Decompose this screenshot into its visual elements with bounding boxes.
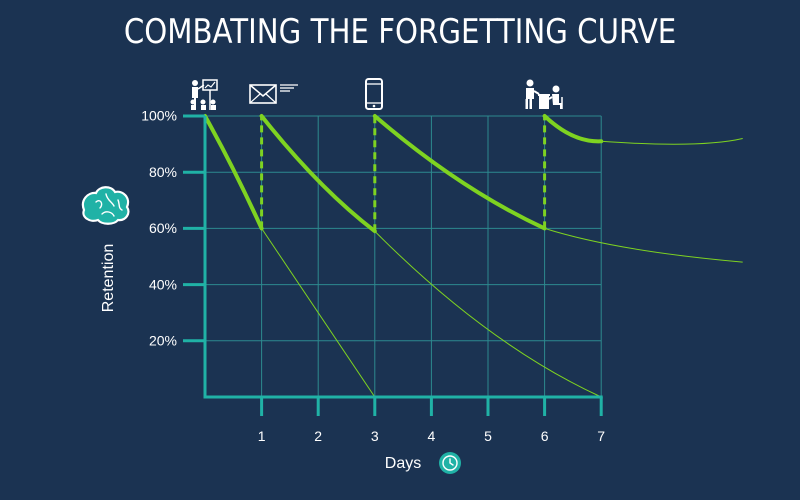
- axes: [183, 114, 603, 416]
- decay-curve-with-review: [259, 114, 377, 234]
- presentation-icon: [190, 79, 218, 110]
- smartphone-icon: [365, 78, 383, 110]
- x-tick-label: 5: [484, 428, 492, 444]
- x-tick-label: 3: [371, 428, 379, 444]
- meeting-icon: [525, 79, 563, 109]
- decay-curve-without-review: [261, 228, 376, 398]
- y-tick-label: 80%: [149, 164, 177, 180]
- x-axis-label: Days: [385, 455, 421, 472]
- review-jump-lines: [260, 116, 547, 232]
- x-tick-label: 1: [258, 428, 266, 444]
- grid: [205, 115, 602, 397]
- chart-title: COMBATING THE FORGETTING CURVE: [123, 12, 677, 52]
- decay-curve-with-review: [372, 114, 547, 231]
- decay-curve-with-review: [542, 114, 604, 144]
- y-tick-labels: 20% 40% 60% 80% 100%: [141, 108, 177, 349]
- x-tick-label: 6: [541, 428, 549, 444]
- x-tick-label: 7: [597, 428, 605, 444]
- y-axis-label: Retention: [100, 244, 117, 313]
- clock-icon: [439, 452, 461, 474]
- x-tick-label: 2: [314, 428, 322, 444]
- retention-with-review-lines: [203, 114, 604, 234]
- decay-curve-without-review: [544, 227, 743, 263]
- email-icon: [249, 84, 298, 104]
- y-tick-label: 60%: [149, 220, 177, 236]
- brain-icon: [81, 186, 130, 225]
- y-tick-label: 20%: [149, 333, 177, 349]
- x-tick-labels: 1 2 3 4 5 6 7: [258, 428, 606, 444]
- decay-curve-without-review: [374, 230, 602, 398]
- x-tick-label: 4: [428, 428, 436, 444]
- decay-curve-without-review: [601, 137, 743, 145]
- y-tick-label: 100%: [141, 108, 177, 124]
- retention-without-review-lines: [261, 137, 743, 398]
- y-tick-label: 40%: [149, 276, 177, 292]
- decay-curve-with-review: [203, 114, 264, 231]
